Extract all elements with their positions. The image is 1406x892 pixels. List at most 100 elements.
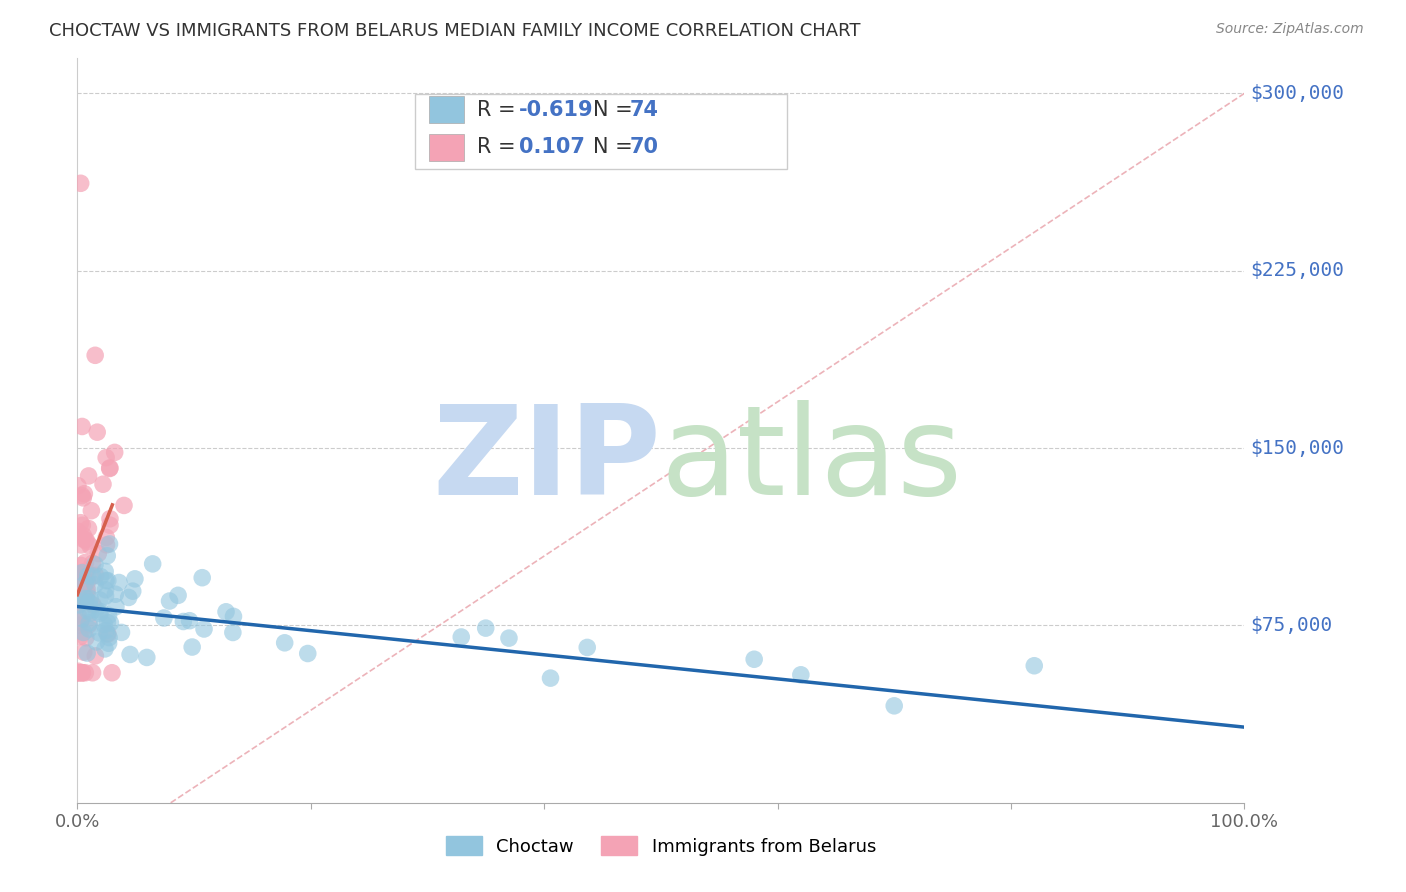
Point [77, 469, 100, 483]
Point [67, 598, 90, 612]
Point [79, 539, 101, 553]
Point [69, 572, 91, 586]
Point [70, 419, 93, 434]
Point [98, 461, 121, 475]
Point [297, 647, 319, 661]
Point [94, 589, 117, 603]
Point [167, 588, 190, 602]
Point [87, 547, 110, 561]
Point [76, 646, 98, 660]
Point [97, 636, 120, 650]
Text: 70: 70 [630, 137, 659, 157]
Point [76, 569, 98, 583]
Point [72, 580, 94, 594]
Point [77, 595, 100, 609]
Point [93, 617, 115, 632]
Point [118, 591, 141, 605]
Point [112, 499, 135, 513]
Point [75, 556, 97, 570]
Point [66, 524, 89, 539]
Text: atlas: atlas [661, 400, 963, 521]
Point [84, 568, 107, 582]
Point [89, 626, 111, 640]
Point [79, 591, 101, 606]
Point [76, 575, 98, 590]
Point [69, 516, 91, 530]
Point [193, 622, 215, 636]
Point [66, 571, 89, 585]
Point [66, 568, 89, 582]
Point [75, 533, 97, 547]
Point [72, 532, 94, 546]
Point [77, 604, 100, 618]
Point [97, 627, 120, 641]
Point [94, 574, 117, 588]
Point [191, 571, 214, 585]
Point [84, 558, 107, 572]
Point [98, 631, 121, 645]
Point [69, 176, 91, 190]
Point [80, 606, 103, 620]
Point [90, 569, 112, 583]
Point [67, 618, 90, 632]
Point [98, 512, 121, 526]
Point [91, 477, 114, 491]
Point [66, 479, 89, 493]
Point [96, 626, 118, 640]
Point [94, 624, 117, 638]
Point [98, 537, 121, 551]
Text: Source: ZipAtlas.com: Source: ZipAtlas.com [1216, 22, 1364, 37]
Point [86, 425, 108, 439]
Point [66, 599, 89, 613]
Point [84, 577, 107, 591]
Point [76, 582, 98, 596]
Point [73, 574, 96, 589]
Point [450, 630, 472, 644]
Point [215, 605, 238, 619]
Point [70, 665, 93, 680]
Text: $225,000: $225,000 [1250, 261, 1344, 280]
Point [121, 584, 143, 599]
Text: ZIP: ZIP [432, 400, 661, 521]
Point [70, 489, 93, 503]
Point [159, 594, 181, 608]
Text: N =: N = [593, 100, 640, 120]
Text: 0.107: 0.107 [519, 137, 585, 157]
Point [96, 450, 118, 465]
Point [104, 587, 127, 601]
Point [84, 348, 107, 362]
Point [576, 640, 599, 655]
Point [96, 538, 118, 552]
Point [273, 636, 295, 650]
Point [89, 593, 111, 607]
Point [222, 625, 245, 640]
Text: N =: N = [593, 137, 640, 157]
Point [67, 607, 90, 622]
Point [82, 569, 104, 583]
Point [75, 576, 97, 591]
Point [70, 612, 93, 626]
Point [96, 530, 118, 544]
Point [67, 574, 90, 588]
Text: R =: R = [477, 137, 529, 157]
Point [108, 575, 131, 590]
Point [72, 529, 94, 543]
Point [100, 615, 122, 630]
Point [66, 665, 89, 680]
Point [883, 698, 905, 713]
Point [66, 569, 89, 583]
Point [77, 622, 100, 636]
Text: $300,000: $300,000 [1250, 84, 1344, 103]
Point [66, 566, 89, 581]
Point [72, 625, 94, 640]
Point [153, 611, 176, 625]
Point [742, 652, 765, 666]
Point [75, 631, 97, 645]
Point [97, 574, 120, 588]
Point [96, 615, 118, 630]
Point [82, 665, 104, 680]
Point [120, 648, 142, 662]
Point [540, 671, 562, 685]
Point [474, 621, 496, 635]
Point [75, 591, 97, 606]
